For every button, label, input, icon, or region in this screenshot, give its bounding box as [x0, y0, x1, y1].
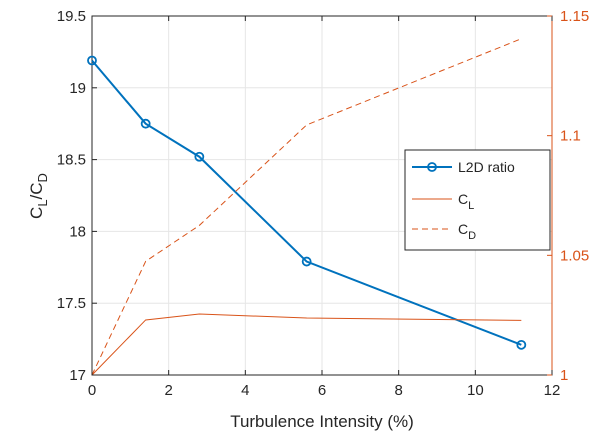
data-point-l2d-ratio	[87, 55, 97, 66]
x-tick-label: 2	[164, 382, 172, 399]
y-right-tick-label: 1.1	[560, 128, 581, 145]
legend-entry-l2d: L2D ratio	[412, 159, 515, 175]
x-tick-label: 8	[394, 382, 402, 399]
y-left-tick-label: 18	[69, 223, 86, 240]
y-left-tick-label: 18.5	[57, 152, 86, 169]
x-tick-label: 0	[88, 382, 96, 399]
series-layer	[87, 38, 527, 376]
x-tick-label: 4	[241, 382, 249, 399]
series-line-c-l	[91, 313, 522, 376]
legend-entry-cl: CL	[412, 191, 474, 212]
y-axis-label-left: CL/CD	[27, 173, 50, 219]
legend-entry-cd: CD	[412, 221, 476, 242]
y-left-tick-label: 17.5	[57, 295, 86, 312]
data-point-l2d-ratio	[194, 151, 205, 162]
data-point-l2d-ratio	[516, 339, 527, 350]
y-label-sub2: D	[35, 173, 50, 182]
y-right-tick-label: 1	[560, 367, 568, 384]
series-line-l2d-ratio	[91, 59, 522, 346]
legend-label-cl: CL	[458, 191, 474, 212]
x-tick-label: 6	[318, 382, 326, 399]
x-axis-label: Turbulence Intensity (%)	[230, 412, 414, 431]
legend-label-cd: CD	[458, 221, 476, 242]
y-left-tick-label: 17	[69, 367, 86, 384]
y-label-sub1: L	[35, 199, 50, 206]
legend-marker-l2d	[427, 162, 437, 172]
series-line-c-d	[91, 38, 522, 376]
y-label-main: C	[27, 207, 46, 219]
y-left-tick-label: 19	[69, 80, 86, 97]
y-label-mid: /C	[27, 182, 46, 199]
y-right-tick-label: 1.15	[560, 8, 589, 25]
y-left-tick-label: 19.5	[57, 8, 86, 25]
ticks-layer: 0 2 4 6 8 10 12 17 17.5 18 18.5 19 19.5 1 1.05 1.1 1.15	[57, 8, 589, 399]
data-point-l2d-ratio	[140, 118, 151, 129]
legend-label-l2d: L2D ratio	[458, 159, 515, 175]
y-right-tick-label: 1.05	[560, 247, 589, 264]
x-tick-label: 12	[544, 382, 561, 399]
x-tick-label: 10	[467, 382, 484, 399]
data-point-l2d-ratio	[301, 256, 312, 267]
legend: L2D ratio CL CD	[404, 149, 551, 251]
